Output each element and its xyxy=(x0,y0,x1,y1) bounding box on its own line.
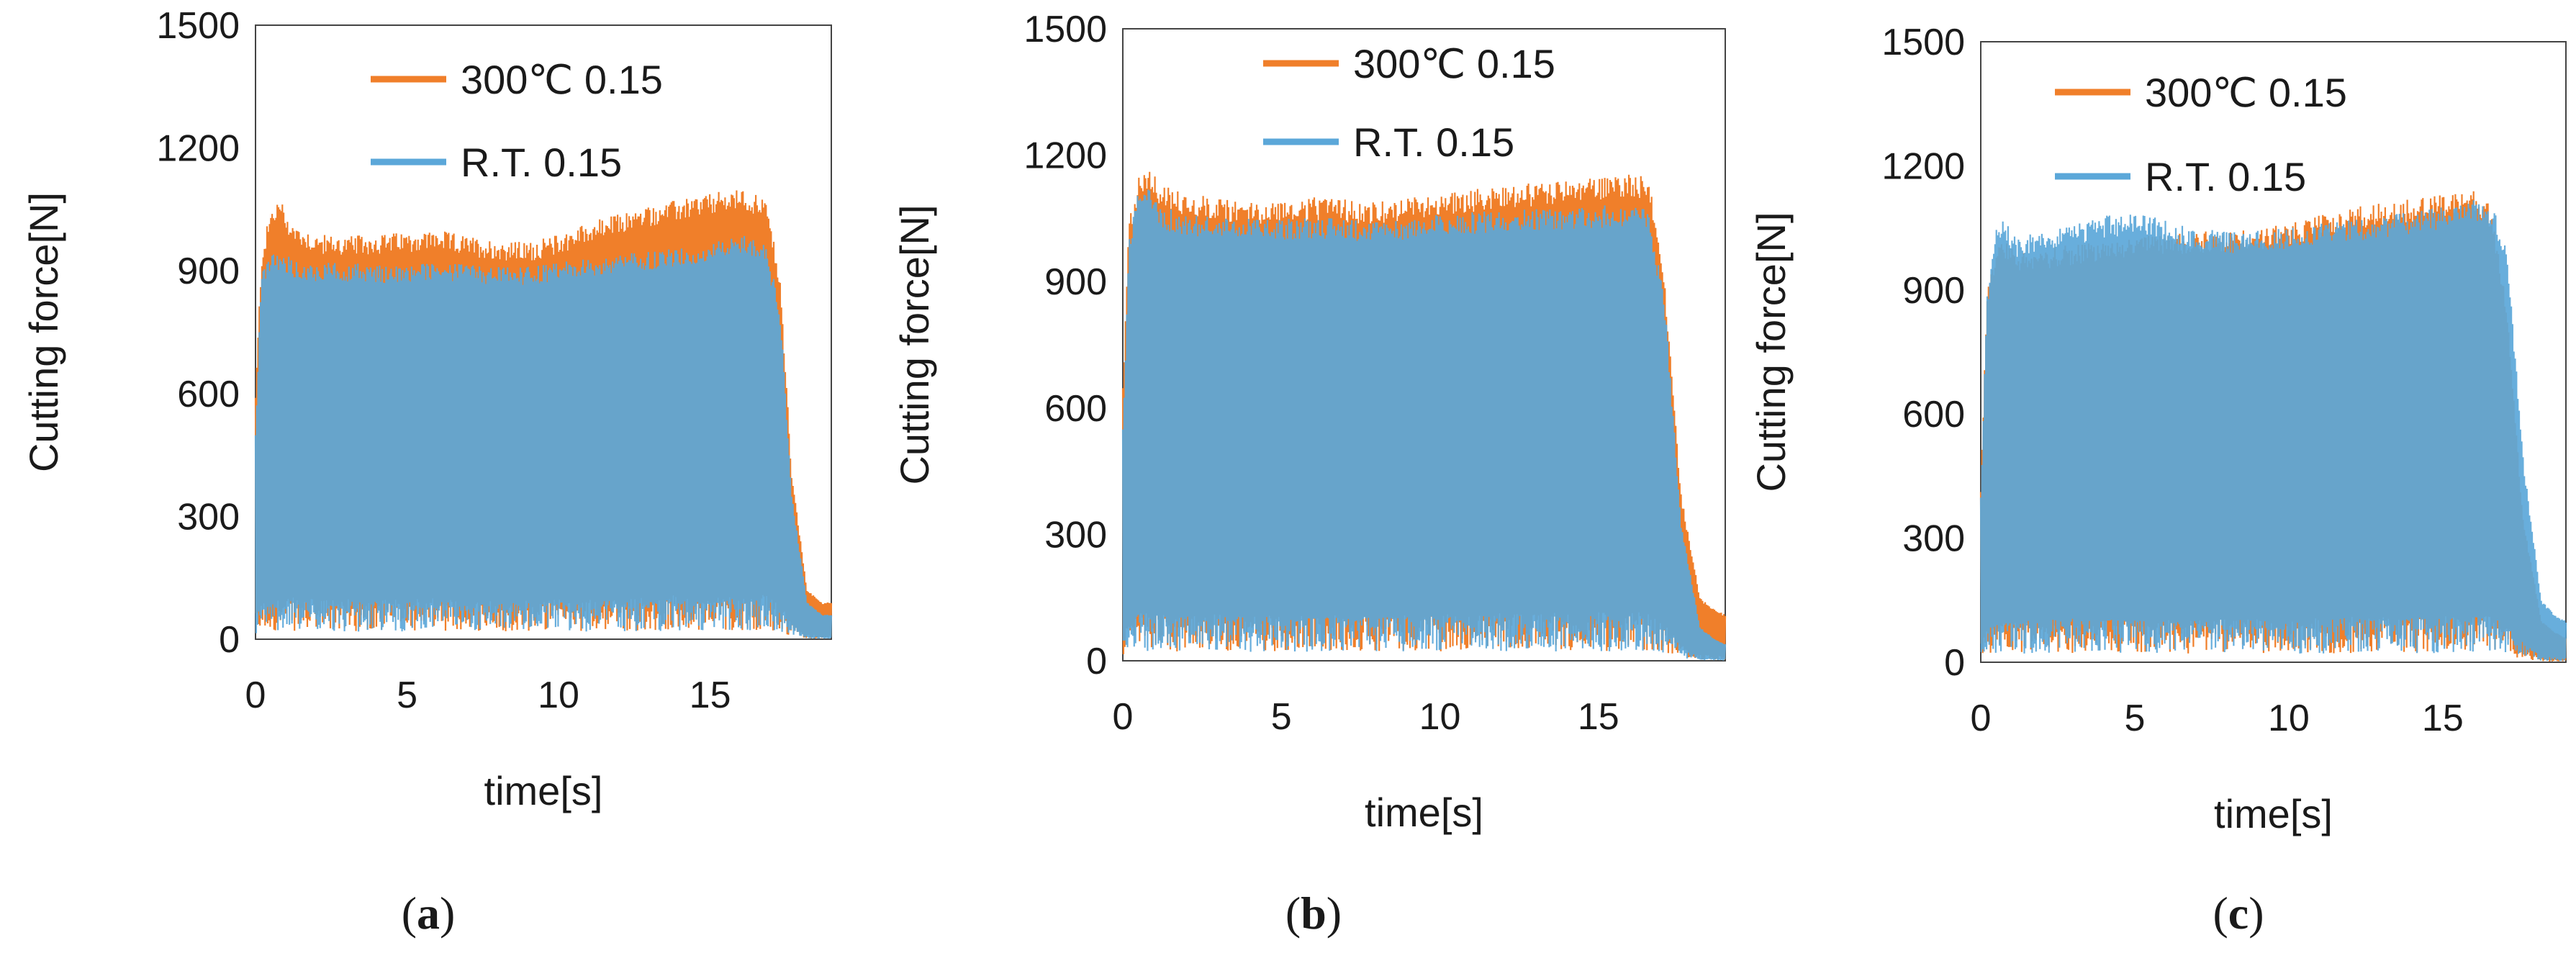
series-line-rt xyxy=(1121,189,1727,661)
y-tick-label: 900 xyxy=(177,250,240,292)
series-line-hot xyxy=(254,190,833,638)
panel-caption: (b) xyxy=(1285,888,1342,939)
x-tick-label: 5 xyxy=(1271,696,1292,738)
y-tick-label: 1500 xyxy=(156,5,240,47)
x-tick-label: 10 xyxy=(1419,696,1461,738)
y-tick-label: 0 xyxy=(219,619,240,661)
x-tick-label: 0 xyxy=(1113,696,1134,738)
x-tick-label: 0 xyxy=(245,674,266,716)
y-tick-label: 1200 xyxy=(1023,135,1107,177)
x-axis-title: time[s] xyxy=(2214,791,2333,836)
y-tick-label: 1500 xyxy=(1023,9,1107,50)
x-tick-label: 15 xyxy=(690,674,731,716)
x-tick-label: 5 xyxy=(397,674,417,716)
y-tick-label: 300 xyxy=(177,496,240,538)
y-axis-title: Cutting force[N] xyxy=(21,192,66,472)
y-tick-label: 300 xyxy=(1044,514,1107,556)
x-tick-label: 5 xyxy=(2124,698,2145,739)
x-tick-label: 15 xyxy=(1578,696,1619,738)
y-tick-label: 900 xyxy=(1044,261,1107,303)
y-tick-label: 600 xyxy=(1044,388,1107,430)
legend-label: 300℃ 0.15 xyxy=(461,57,663,102)
legend-label: R.T. 0.15 xyxy=(2145,154,2306,199)
panel-caption: (c) xyxy=(2213,888,2264,939)
x-tick-label: 10 xyxy=(538,674,579,716)
y-tick-label: 0 xyxy=(1086,641,1107,682)
y-axis-title: Cutting force[N] xyxy=(892,204,937,484)
y-tick-label: 1500 xyxy=(1881,22,1965,63)
chart-panel-a: 0 300 600 900 1200 1500 0 5 10 15 time[s] Cutting f… xyxy=(21,5,833,939)
series-line-hot xyxy=(1121,171,1727,660)
x-tick-label: 0 xyxy=(1971,698,1992,739)
y-axis-title: Cutting force[N] xyxy=(1748,212,1794,492)
legend-label: 300℃ 0.15 xyxy=(2145,70,2347,115)
y-tick-label: 1200 xyxy=(1881,145,1965,187)
y-tick-label: 300 xyxy=(1902,518,1965,560)
y-tick-label: 900 xyxy=(1902,270,1965,312)
legend-label: R.T. 0.15 xyxy=(1353,119,1514,165)
x-tick-label: 15 xyxy=(2422,698,2464,739)
x-axis-title: time[s] xyxy=(1365,790,1483,835)
x-axis-title: time[s] xyxy=(484,768,603,813)
y-tick-label: 600 xyxy=(177,374,240,415)
series-line-rt xyxy=(254,235,833,639)
legend-label: R.T. 0.15 xyxy=(461,140,622,185)
series-line-rt xyxy=(1979,200,2567,662)
y-tick-label: 600 xyxy=(1902,394,1965,435)
chart-panel-c: 0 300 600 900 1200 1500 0 5 10 15 time[s] Cutting f… xyxy=(1748,22,2567,939)
chart-panel-b: 0 300 600 900 1200 1500 0 5 10 15 time[s] Cutting f… xyxy=(892,9,1727,939)
x-tick-label: 10 xyxy=(2268,698,2310,739)
legend-label: 300℃ 0.15 xyxy=(1353,41,1555,86)
y-tick-label: 1200 xyxy=(156,128,240,170)
y-tick-label: 0 xyxy=(1944,642,1965,684)
panel-caption: (a) xyxy=(402,888,456,939)
